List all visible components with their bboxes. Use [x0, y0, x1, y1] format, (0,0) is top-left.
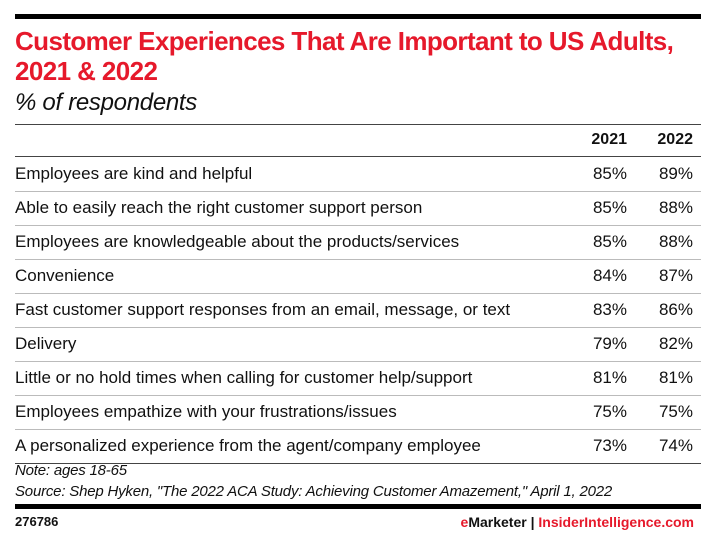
value-2022: 89%: [658, 164, 693, 183]
table-row: Little or no hold times when calling for…: [15, 361, 701, 396]
table-row: Fast customer support responses from an …: [15, 293, 701, 328]
value-2022: 88%: [658, 232, 693, 251]
value-2021: 73%: [592, 436, 627, 455]
value-2022: 86%: [658, 300, 693, 319]
value-2022: 82%: [658, 334, 693, 353]
value-2022: 81%: [658, 368, 693, 387]
brand-footer: eMarketer | InsiderIntelligence.com: [461, 514, 694, 530]
brand-separator: |: [526, 514, 539, 530]
row-label: Fast customer support responses from an …: [15, 300, 511, 319]
chart-subtitle: % of respondents: [15, 89, 197, 116]
table-row: A personalized experience from the agent…: [15, 429, 701, 464]
bottom-divider: [15, 504, 701, 509]
value-2021: 81%: [592, 368, 627, 387]
table-row: Employees empathize with your frustratio…: [15, 395, 701, 430]
table-row: Employees are knowledgeable about the pr…: [15, 225, 701, 260]
value-2022: 87%: [658, 266, 693, 285]
table-row: Able to easily reach the right customer …: [15, 191, 701, 226]
column-header-2021: 2021: [591, 131, 627, 148]
chart-title: Customer Experiences That Are Important …: [15, 26, 674, 86]
brand-site: InsiderIntelligence.com: [538, 514, 694, 530]
brand-e: e: [460, 514, 469, 530]
value-2022: 88%: [658, 198, 693, 217]
row-label: A personalized experience from the agent…: [15, 436, 481, 455]
value-2021: 85%: [592, 232, 627, 251]
row-label: Employees are kind and helpful: [15, 164, 253, 183]
value-2021: 79%: [592, 334, 627, 353]
row-label: Employees empathize with your frustratio…: [15, 402, 397, 421]
value-2021: 84%: [592, 266, 627, 285]
row-label: Delivery: [15, 334, 77, 353]
row-label: Little or no hold times when calling for…: [15, 368, 473, 387]
top-divider: [15, 14, 701, 19]
value-2021: 83%: [592, 300, 627, 319]
header-top-rule: [15, 124, 701, 125]
table-row: Convenience 84% 87%: [15, 259, 701, 294]
value-2021: 85%: [592, 198, 627, 217]
row-label: Convenience: [15, 266, 115, 285]
header-bottom-rule: [15, 156, 701, 157]
row-label: Able to easily reach the right customer …: [15, 198, 423, 217]
brand-name: Marketer: [468, 514, 527, 530]
column-header-2022: 2022: [657, 131, 693, 148]
table-row: Delivery 79% 82%: [15, 327, 701, 362]
value-2021: 75%: [592, 402, 627, 421]
source: Source: Shep Hyken, "The 2022 ACA Study:…: [15, 483, 613, 500]
value-2021: 85%: [592, 164, 627, 183]
value-2022: 75%: [658, 402, 693, 421]
value-2022: 74%: [658, 436, 693, 455]
note: Note: ages 18-65: [15, 462, 127, 479]
table-row: Employees are kind and helpful 85% 89%: [15, 157, 701, 192]
row-label: Employees are knowledgeable about the pr…: [15, 232, 460, 251]
chart-id: 276786: [15, 514, 59, 529]
